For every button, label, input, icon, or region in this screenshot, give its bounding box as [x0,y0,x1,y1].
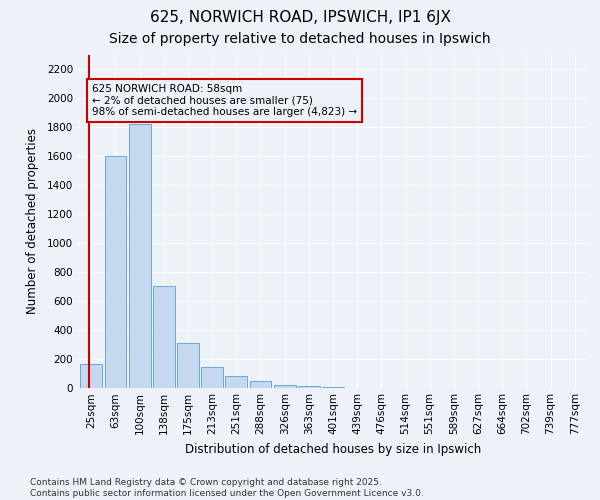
Bar [153,286,175,388]
Bar [322,387,344,388]
Bar [298,386,320,388]
Bar [80,364,102,388]
Text: Contains HM Land Registry data © Crown copyright and database right 2025.
Contai: Contains HM Land Registry data © Crown c… [30,478,424,498]
Bar [250,381,271,388]
Bar [274,384,296,388]
Y-axis label: Number of detached properties: Number of detached properties [26,128,38,314]
Text: Size of property relative to detached houses in Ipswich: Size of property relative to detached ho… [109,32,491,46]
Text: 625, NORWICH ROAD, IPSWICH, IP1 6JX: 625, NORWICH ROAD, IPSWICH, IP1 6JX [149,10,451,25]
Bar [129,124,151,388]
X-axis label: Distribution of detached houses by size in Ipswich: Distribution of detached houses by size … [185,443,481,456]
Bar [226,376,247,388]
Bar [177,342,199,388]
Bar [104,156,127,388]
Text: 625 NORWICH ROAD: 58sqm
← 2% of detached houses are smaller (75)
98% of semi-det: 625 NORWICH ROAD: 58sqm ← 2% of detached… [92,84,357,117]
Bar [201,368,223,388]
